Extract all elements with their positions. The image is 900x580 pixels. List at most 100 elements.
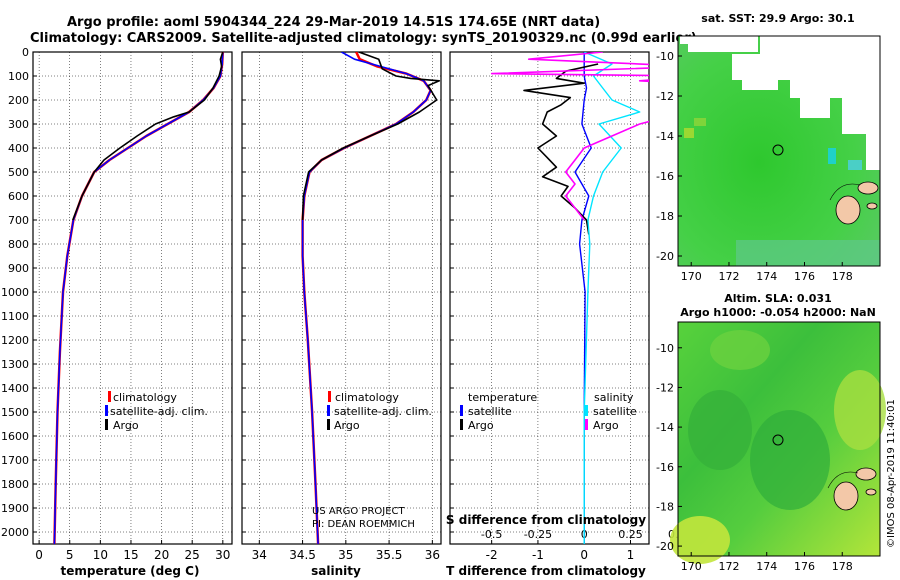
depth-tick-label: 1200 — [1, 334, 29, 347]
legend-climatology-label: climatology — [113, 391, 177, 404]
series-line-climatology — [301, 52, 432, 544]
depth-tick-label: 2000 — [1, 526, 29, 539]
map-lon-label: 178 — [832, 560, 853, 573]
sla-map-panel: Altim. SLA: 0.031 Argo h1000: -0.054 h20… — [656, 292, 886, 573]
salinity-x-ticks: 34 34.5 35 35.5 36 — [252, 540, 440, 562]
sla-blobs — [670, 330, 886, 564]
sst-map-panel: sat. SST: 29.9 Argo: 30.1 1 — [656, 12, 881, 283]
credits-line1: US ARGO PROJECT — [312, 506, 406, 517]
legend-s-argo-label: Argo — [593, 419, 619, 432]
sla-islands — [827, 467, 877, 511]
legend-s-satellite-swatch — [585, 405, 588, 416]
map-lat-label: -20 — [656, 540, 674, 553]
temperature-lines — [53, 52, 225, 544]
legend-t-argo-swatch — [460, 419, 463, 430]
salinity-gridlines — [242, 51, 441, 544]
legend-s-satellite-label: satellite — [593, 405, 637, 418]
depth-tick-label: 1300 — [1, 358, 29, 371]
x-tick-label: -1 — [532, 548, 544, 562]
x-tick-label: 35.5 — [376, 548, 403, 562]
map-lon-label: 176 — [794, 270, 815, 283]
sla-argo-marker — [772, 434, 784, 446]
salinity-panel: 34 34.5 35 35.5 36 salinity climatology sate… — [241, 51, 442, 578]
series-line-satellite-adj-clim- — [301, 52, 432, 544]
x-tick-label: 25 — [185, 548, 200, 562]
s-diff-tick-label: -0.25 — [524, 528, 552, 541]
series-line-argo — [72, 52, 224, 221]
difference-gridlines — [450, 51, 649, 544]
x-tick-label: 10 — [93, 548, 108, 562]
difference-axes-frame — [449, 51, 650, 545]
legend-satellite-swatch — [105, 405, 108, 416]
depth-tick-label: 1500 — [1, 406, 29, 419]
series-line-climatology — [53, 52, 225, 544]
sst-argo-marker — [772, 144, 784, 156]
map-lon-label: 170 — [681, 270, 702, 283]
sla-map-subtitle: Argo h1000: -0.054 h2000: NaN — [680, 306, 876, 319]
depth-tick-label: 1700 — [1, 454, 29, 467]
map-lat-label: -10 — [656, 342, 674, 355]
temperature-x-ticks: 0 5 10 15 20 25 30 — [35, 540, 230, 562]
difference-legend: temperature satellite Argo salinity sate… — [460, 391, 637, 432]
map-lon-label: 176 — [794, 560, 815, 573]
depth-tick-label: 1100 — [1, 310, 29, 323]
difference-lines — [490, 52, 649, 544]
sst-islands — [829, 181, 879, 225]
x-tick-label: 15 — [123, 548, 138, 562]
depth-tick-label: 400 — [8, 142, 29, 155]
temperature-legend: climatology satellite-adj. clim. Argo — [105, 391, 208, 432]
depth-tick-label: 1000 — [1, 286, 29, 299]
sst-map-frame — [677, 35, 881, 267]
sst-map-title: sat. SST: 29.9 Argo: 30.1 — [701, 12, 854, 25]
legend-temperature-title: temperature — [468, 391, 537, 404]
legend-salinity-title: salinity — [594, 391, 634, 404]
salinity-legend: climatology satellite-adj. clim. Argo — [327, 391, 432, 432]
depth-tick-label: 1600 — [1, 430, 29, 443]
legend-climatology-swatch — [108, 391, 111, 402]
x-tick-label: 0 — [580, 548, 588, 562]
map-lat-label: -12 — [656, 381, 674, 394]
salinity-axes-frame — [241, 51, 442, 545]
map-lon-label: 174 — [756, 270, 777, 283]
legend-satellite-label: satellite-adj. clim. — [110, 405, 208, 418]
s-diff-tick-label: -0.5 — [481, 528, 502, 541]
timestamp-label: ©IMOS 08-Apr-2019 11:40:01 — [886, 399, 897, 548]
header-line1: Argo profile: aoml 5904344_224 29-Mar-20… — [67, 15, 600, 30]
sla-map-title: Altim. SLA: 0.031 — [724, 292, 831, 305]
x-tick-label: 5 — [66, 548, 74, 562]
depth-tick-label: 500 — [8, 166, 29, 179]
s-diff-tick-label: 0.25 — [618, 528, 643, 541]
map-lat-label: -12 — [656, 90, 674, 103]
x-tick-label: 34 — [252, 548, 267, 562]
temperature-gridlines — [33, 51, 232, 544]
sst-cloud-mask — [680, 36, 880, 170]
legend-argo-swatch — [105, 419, 108, 430]
credits-line2: PI: DEAN ROEMMICH — [312, 519, 415, 530]
depth-tick-label: 700 — [8, 214, 29, 227]
difference-x-ticks: -2 -1 0 1 — [486, 540, 634, 562]
legend-s-argo-swatch — [585, 419, 588, 430]
map-lon-label: 174 — [756, 560, 777, 573]
map-lon-label: 172 — [718, 560, 739, 573]
sst-map-ticks: 170 172 174 176 178 -10 -12 -14 -16 -18 -20 — [656, 50, 853, 283]
depth-tick-label: 100 — [8, 70, 29, 83]
legend-argo-swatch — [327, 419, 330, 430]
salinity-lines — [301, 52, 441, 544]
map-lat-label: -20 — [656, 250, 674, 263]
s-difference-label: S difference from climatology — [446, 513, 646, 527]
map-lon-label: 178 — [832, 270, 853, 283]
map-lat-label: -16 — [656, 461, 674, 474]
x-tick-label: 34.5 — [289, 548, 316, 562]
legend-t-argo-label: Argo — [468, 419, 494, 432]
depth-tick-label: 200 — [8, 94, 29, 107]
legend-argo-label: Argo — [334, 419, 360, 432]
x-tick-label: 30 — [215, 548, 230, 562]
legend-climatology-swatch — [328, 391, 331, 402]
salinity-xlabel: salinity — [311, 564, 361, 578]
x-tick-label: 20 — [154, 548, 169, 562]
series-line-argo — [301, 52, 441, 221]
map-lat-label: -18 — [656, 210, 674, 223]
legend-satellite-label: satellite-adj. clim. — [334, 405, 432, 418]
temperature-panel: 0100200300400500600700800900100011001200… — [1, 46, 233, 578]
x-tick-label: -2 — [486, 548, 498, 562]
